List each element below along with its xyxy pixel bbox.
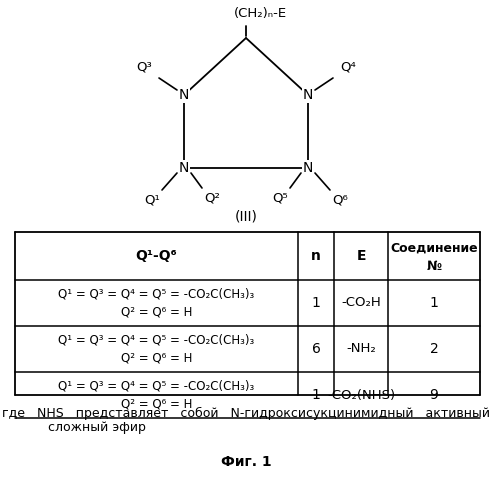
Text: Q²: Q² bbox=[204, 192, 220, 204]
Text: -CO₂(NHS): -CO₂(NHS) bbox=[327, 388, 395, 402]
Text: Q¹-Q⁶: Q¹-Q⁶ bbox=[136, 249, 178, 263]
Text: где   NHS   представляет   собой   N-гидроксисукцинимидный   активный: где NHS представляет собой N-гидроксисук… bbox=[2, 406, 490, 420]
Text: -NH₂: -NH₂ bbox=[346, 342, 376, 355]
Text: сложный эфир: сложный эфир bbox=[48, 422, 146, 434]
Text: 9: 9 bbox=[430, 388, 438, 402]
Text: N: N bbox=[179, 161, 189, 175]
Text: Q² = Q⁶ = H: Q² = Q⁶ = H bbox=[121, 306, 192, 318]
Text: n: n bbox=[311, 249, 321, 263]
Text: 2: 2 bbox=[430, 342, 438, 356]
Text: (CH₂)ₙ-E: (CH₂)ₙ-E bbox=[233, 8, 286, 20]
Text: Соединение: Соединение bbox=[390, 242, 478, 254]
Text: E: E bbox=[356, 249, 366, 263]
Text: Q⁶: Q⁶ bbox=[332, 194, 348, 206]
Text: N: N bbox=[303, 161, 313, 175]
Text: Q¹ = Q³ = Q⁴ = Q⁵ = -CO₂C(CH₃)₃: Q¹ = Q³ = Q⁴ = Q⁵ = -CO₂C(CH₃)₃ bbox=[59, 334, 255, 346]
Text: Q³: Q³ bbox=[136, 60, 152, 74]
Text: Фиг. 1: Фиг. 1 bbox=[221, 455, 271, 469]
Text: 1: 1 bbox=[311, 388, 320, 402]
Text: -CO₂H: -CO₂H bbox=[341, 296, 381, 310]
Text: N: N bbox=[303, 88, 313, 102]
Text: Q¹: Q¹ bbox=[144, 194, 160, 206]
Text: Q² = Q⁶ = H: Q² = Q⁶ = H bbox=[121, 352, 192, 364]
Text: Q⁴: Q⁴ bbox=[340, 60, 356, 74]
Text: 6: 6 bbox=[311, 342, 320, 356]
Text: Q¹ = Q³ = Q⁴ = Q⁵ = -CO₂C(CH₃)₃: Q¹ = Q³ = Q⁴ = Q⁵ = -CO₂C(CH₃)₃ bbox=[59, 288, 255, 300]
Text: №: № bbox=[427, 260, 441, 272]
Text: 1: 1 bbox=[430, 296, 438, 310]
Text: Q² = Q⁶ = H: Q² = Q⁶ = H bbox=[121, 398, 192, 410]
Text: N: N bbox=[179, 88, 189, 102]
Text: Q⁵: Q⁵ bbox=[272, 192, 288, 204]
Text: Q¹ = Q³ = Q⁴ = Q⁵ = -CO₂C(CH₃)₃: Q¹ = Q³ = Q⁴ = Q⁵ = -CO₂C(CH₃)₃ bbox=[59, 380, 255, 392]
Text: (III): (III) bbox=[235, 209, 257, 223]
Text: 1: 1 bbox=[311, 296, 320, 310]
